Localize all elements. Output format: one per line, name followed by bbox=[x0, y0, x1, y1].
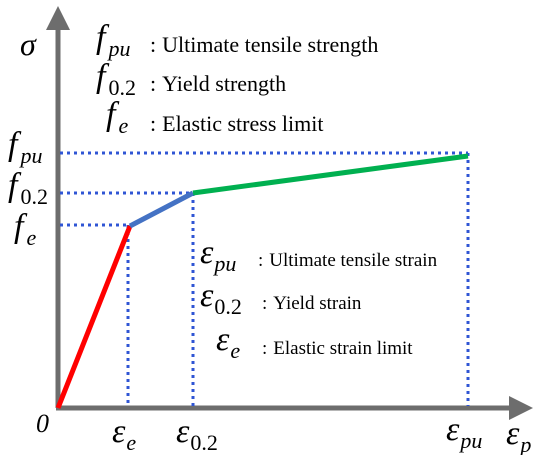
plastic-segment bbox=[192, 153, 469, 196]
x-axis-symbol: εp bbox=[506, 415, 531, 455]
legend-ee-text: : Elastic strain limit bbox=[262, 338, 413, 359]
legend-fpu-symbol: f pu bbox=[96, 19, 130, 61]
stress-label-fpu: f pu bbox=[8, 126, 42, 168]
transition-segment bbox=[128, 190, 195, 229]
strain-legend: εpu : Ultimate tensile strain ε0.2 : Yield… bbox=[200, 234, 438, 363]
guide-lines bbox=[60, 151, 470, 406]
y-axis-symbol: σ bbox=[20, 26, 37, 62]
strain-label-epu: εpu bbox=[446, 411, 482, 453]
legend-epu-text: : Ultimate tensile strain bbox=[258, 250, 438, 271]
elastic-segment bbox=[55, 225, 133, 409]
legend-f02-text: : Yield strength bbox=[150, 71, 286, 96]
axes bbox=[46, 6, 533, 420]
legend-fpu-text: : Ultimate tensile strength bbox=[150, 32, 378, 57]
y-axis-arrow-icon bbox=[46, 6, 70, 30]
legend-epu-symbol: εpu bbox=[200, 234, 236, 276]
legend-ee-symbol: εe bbox=[216, 321, 240, 363]
x-axis-arrow-icon bbox=[509, 396, 533, 420]
legend-f02-symbol: f 0.2 bbox=[96, 58, 136, 100]
stress-label-f02: f 0.2 bbox=[8, 167, 48, 209]
strain-label-e02: ε0.2 bbox=[176, 413, 218, 455]
legend-e02-text: : Yield strain bbox=[262, 293, 362, 314]
legend-fe-text: : Elastic stress limit bbox=[150, 111, 323, 136]
stress-legend: f pu : Ultimate tensile strength f 0.2 : Yie… bbox=[96, 19, 378, 138]
stress-strain-curve bbox=[55, 153, 469, 409]
strain-label-ee: εe bbox=[112, 413, 136, 455]
origin-label: 0 bbox=[36, 409, 49, 438]
legend-e02-symbol: ε0.2 bbox=[200, 277, 242, 319]
